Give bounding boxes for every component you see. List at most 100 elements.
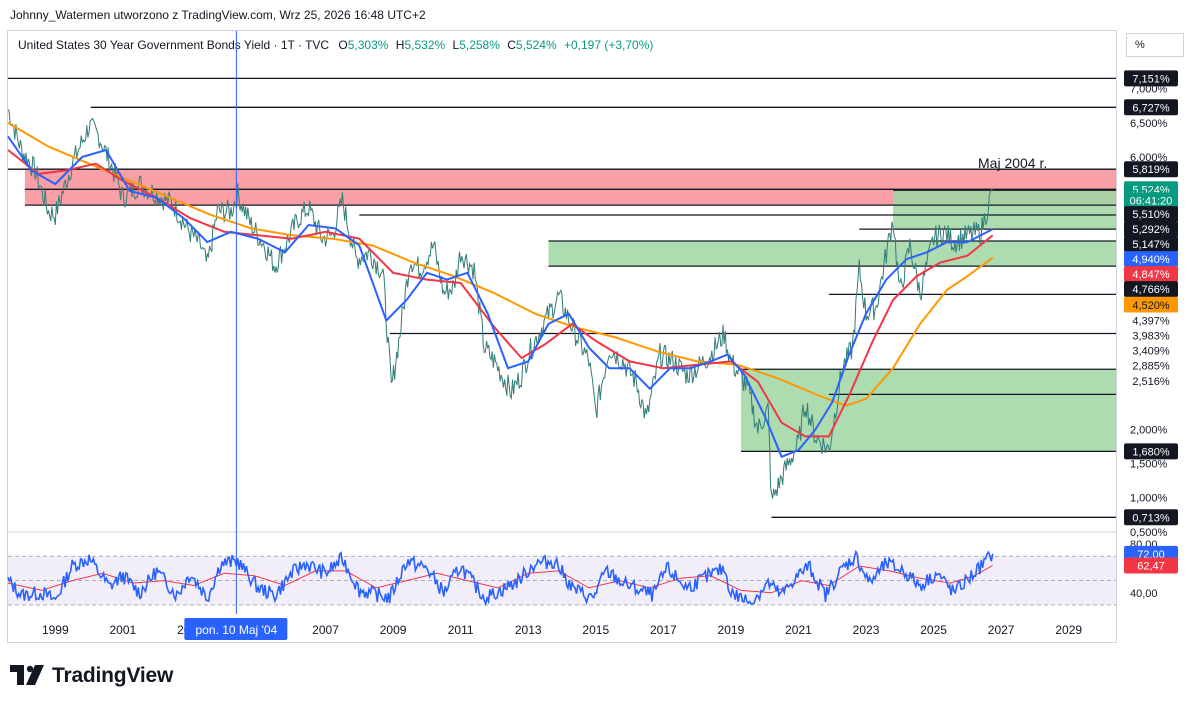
rsi-label-1-box <box>1124 557 1178 574</box>
y-tick: 7,000% <box>1130 84 1168 96</box>
price-label-18-text: 0,713% <box>1132 512 1170 524</box>
price-label-14-text: 3,409% <box>1132 345 1170 357</box>
price-label-9: 4,847% <box>1124 266 1178 283</box>
price-label-2: 5,819% <box>1124 161 1178 178</box>
price-label-6-box <box>1124 221 1178 238</box>
rsi-layer <box>7 531 1116 607</box>
price-label-5-box <box>1124 206 1178 223</box>
y-tick: 0,500% <box>1130 527 1168 539</box>
hlines-layer <box>8 77 1116 518</box>
price-label-16-box <box>1124 373 1178 390</box>
high-label: H <box>395 38 405 52</box>
rsi-y-tick: 40,00 <box>1130 588 1158 600</box>
x-tick-2015: 2015 <box>582 623 609 637</box>
price-label-14-box <box>1124 342 1178 359</box>
x-tick-2017: 2017 <box>650 623 677 637</box>
annotation-label: Maj 2004 r. <box>978 155 1047 171</box>
price-label-8-box <box>1124 251 1178 268</box>
zones-layer <box>24 169 1116 452</box>
low-value: 5,258% <box>459 38 500 52</box>
rsi-label-1: 62,47 <box>1124 557 1178 574</box>
high-value: 5,532% <box>404 38 446 52</box>
price-label-13-box <box>1124 327 1178 344</box>
price-label-4: 06:41:20 <box>1124 192 1178 209</box>
price-label-4-box <box>1124 192 1178 209</box>
x-tick-2027: 2027 <box>988 623 1015 637</box>
price-label-16-text: 2,516% <box>1132 376 1170 388</box>
y-tick: 1,500% <box>1130 459 1168 471</box>
close-label: C <box>507 38 516 52</box>
price-label-11-box <box>1124 296 1178 313</box>
y-tick: 6,500% <box>1130 118 1168 130</box>
zone-green-2 <box>548 240 1116 267</box>
price-label-2-text: 5,819% <box>1132 164 1170 176</box>
price-label-13: 3,983% <box>1124 327 1178 344</box>
tradingview-logo-icon <box>10 665 44 685</box>
x-tick-2007: 2007 <box>312 623 339 637</box>
symbol-name: United States 30 Year Government Bonds Y… <box>18 38 330 52</box>
crosshair-date-label: pon. 10 Maj '04 <box>196 623 278 637</box>
price-label-8-text: 4,940% <box>1132 254 1170 266</box>
scale-unit-button[interactable]: % <box>1126 33 1184 57</box>
open-label: O <box>338 38 348 52</box>
price-label-7-box <box>1124 236 1178 253</box>
price-label-16: 2,516% <box>1124 373 1178 390</box>
price-label-18-box <box>1124 509 1178 526</box>
price-label-5-text: 5,510% <box>1132 209 1170 221</box>
price-label-15: 2,885% <box>1124 357 1178 374</box>
price-label-9-box <box>1124 266 1178 283</box>
series-layer <box>7 109 994 499</box>
price-label-15-text: 2,885% <box>1132 360 1170 372</box>
x-tick-2025: 2025 <box>920 623 947 637</box>
price-label-1-box <box>1124 99 1178 116</box>
price-label-14: 3,409% <box>1124 342 1178 359</box>
price-label-1: 6,727% <box>1124 99 1178 116</box>
price-label-6-text: 5,292% <box>1132 224 1170 236</box>
x-tick-2021: 2021 <box>785 623 812 637</box>
price-label-17: 1,680% <box>1124 443 1178 460</box>
price-label-17-text: 1,680% <box>1132 446 1170 458</box>
x-tick-2011: 2011 <box>448 623 474 637</box>
open-value: 5,303% <box>347 38 389 52</box>
price-label-11-text: 4,520% <box>1132 300 1170 312</box>
ma-red-line <box>7 149 994 438</box>
price-label-17-box <box>1124 443 1178 460</box>
price-label-15-box <box>1124 357 1178 374</box>
brand-name: TradingView <box>52 664 174 687</box>
chart-frame <box>7 30 1117 643</box>
price-label-12-text: 4,397% <box>1132 315 1170 327</box>
low-label: L <box>452 38 460 52</box>
price-label-10: 4,766% <box>1124 281 1178 298</box>
price-label-7: 5,147% <box>1124 236 1178 253</box>
price-label-8: 4,940% <box>1124 251 1178 268</box>
x-tick-2029: 2029 <box>1055 623 1082 637</box>
chart-credit: Johnny_Watermen utworzono z TradingView.… <box>10 8 426 22</box>
price-label-1-text: 6,727% <box>1132 102 1170 114</box>
rsi-label-1-text: 62,47 <box>1137 560 1165 572</box>
price-label-4-text: 06:41:20 <box>1130 195 1173 207</box>
close-value: 5,524% <box>515 38 557 52</box>
y-tick: 6,000% <box>1130 152 1168 164</box>
x-tick-2001: 2001 <box>110 623 137 637</box>
price-label-7-text: 5,147% <box>1132 239 1170 251</box>
x-tick-2009: 2009 <box>380 623 407 637</box>
change-value: +0,197 (+3,70%) <box>563 38 654 52</box>
x-tick-1999: 1999 <box>42 623 69 637</box>
price-label-10-text: 4,766% <box>1132 284 1170 296</box>
symbol-legend: United States 30 Year Government Bonds Y… <box>18 38 653 52</box>
price-labels-layer: 7,151%6,727%5,819%5,524%06:41:205,510%5,… <box>1124 70 1178 574</box>
x-tick-2019: 2019 <box>718 623 745 637</box>
rsi-line <box>7 549 994 607</box>
price-label-18: 0,713% <box>1124 509 1178 526</box>
ma-blue-line <box>7 135 994 459</box>
x-tick-2013: 2013 <box>515 623 542 637</box>
y-tick: 2,000% <box>1130 425 1168 437</box>
zone-green-1 <box>893 190 1116 230</box>
price-label-0-text: 7,151% <box>1132 73 1170 85</box>
x-tick-2023: 2023 <box>853 623 880 637</box>
crosshair-date-box <box>184 618 288 640</box>
price-label-0: 7,151% <box>1124 70 1178 87</box>
price-label-6: 5,292% <box>1124 221 1178 238</box>
y-tick: 1,000% <box>1130 493 1168 505</box>
